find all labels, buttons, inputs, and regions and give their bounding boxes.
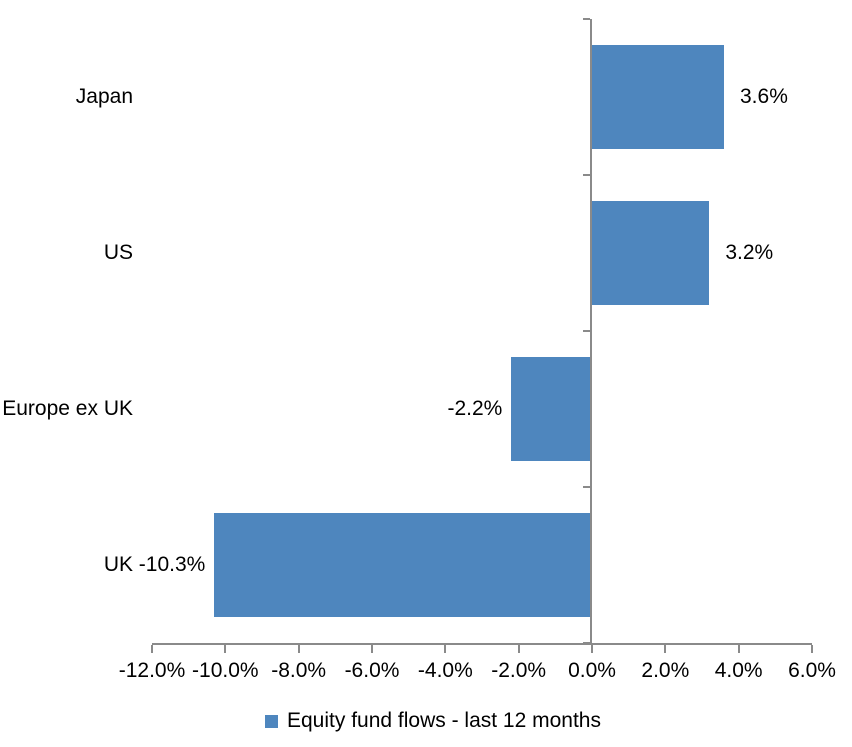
y-tick bbox=[583, 174, 590, 176]
bar-uk bbox=[214, 513, 592, 617]
bar-europe-ex-uk bbox=[511, 357, 592, 461]
x-tick bbox=[591, 645, 593, 653]
x-tick bbox=[371, 645, 373, 653]
x-tick bbox=[297, 645, 300, 653]
x-tick bbox=[224, 645, 227, 653]
legend: Equity fund flows - last 12 months bbox=[0, 706, 852, 736]
x-tick-label: -6.0% bbox=[344, 659, 400, 682]
x-tick bbox=[811, 645, 813, 653]
x-tick bbox=[737, 645, 740, 653]
category-label: US bbox=[103, 241, 133, 264]
data-label: 3.2% bbox=[725, 241, 774, 264]
x-tick bbox=[444, 645, 447, 653]
x-tick bbox=[151, 645, 153, 653]
bar-japan bbox=[592, 45, 724, 149]
y-tick bbox=[583, 18, 590, 20]
y-tick bbox=[583, 330, 590, 332]
bar-us bbox=[592, 201, 710, 305]
x-tick-label: -10.0% bbox=[192, 659, 259, 682]
x-tick-label: -2.0% bbox=[491, 659, 547, 682]
x-tick bbox=[517, 645, 520, 653]
x-tick-label: -12.0% bbox=[118, 659, 186, 682]
x-tick-label: -8.0% bbox=[271, 659, 327, 682]
category-label: Japan bbox=[75, 85, 133, 108]
data-label: 3.6% bbox=[740, 85, 788, 108]
x-tick bbox=[664, 645, 667, 653]
y-tick bbox=[583, 642, 590, 644]
category-label: Europe ex UK bbox=[2, 397, 133, 420]
legend-label: Equity fund flows - last 12 months bbox=[287, 709, 601, 732]
y-tick bbox=[583, 486, 590, 488]
data-label: -10.3% bbox=[138, 553, 206, 576]
x-tick-label: 6.0% bbox=[788, 659, 836, 682]
x-axis-line bbox=[152, 643, 812, 645]
category-label: UK bbox=[103, 553, 133, 576]
x-tick-label: 2.0% bbox=[641, 659, 690, 682]
x-tick-label: -4.0% bbox=[417, 659, 473, 682]
x-tick-label: 4.0% bbox=[714, 659, 763, 682]
data-label: -2.2% bbox=[447, 397, 503, 420]
y-axis-line bbox=[590, 19, 592, 645]
x-tick-label: 0.0% bbox=[568, 659, 616, 682]
legend-swatch-icon bbox=[265, 714, 278, 728]
